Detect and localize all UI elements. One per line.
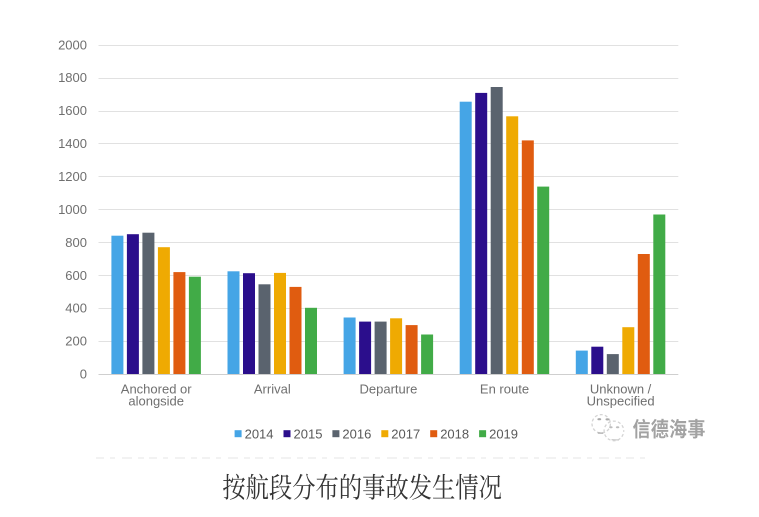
svg-text:1200: 1200 — [58, 169, 87, 184]
svg-text:2018: 2018 — [440, 426, 469, 441]
svg-text:2019: 2019 — [489, 426, 518, 441]
svg-text:1400: 1400 — [58, 136, 87, 151]
svg-text:Unspecified: Unspecified — [587, 394, 655, 409]
svg-text:200: 200 — [65, 334, 87, 349]
svg-text:2000: 2000 — [58, 37, 87, 52]
svg-text:2015: 2015 — [294, 426, 323, 441]
svg-text:Unknown /: Unknown / — [590, 382, 652, 397]
svg-text:1800: 1800 — [58, 70, 87, 85]
svg-text:1000: 1000 — [58, 202, 87, 217]
svg-text:Departure: Departure — [359, 382, 417, 397]
svg-text:600: 600 — [65, 268, 87, 283]
svg-text:0: 0 — [80, 367, 87, 382]
svg-text:800: 800 — [65, 235, 87, 250]
svg-text:1600: 1600 — [58, 103, 87, 118]
svg-text:Anchored or: Anchored or — [121, 382, 192, 397]
svg-text:400: 400 — [65, 301, 87, 316]
svg-text:alongside: alongside — [128, 394, 184, 409]
svg-text:2016: 2016 — [342, 426, 371, 441]
svg-text:Arrival: Arrival — [254, 382, 291, 397]
svg-text:En route: En route — [480, 382, 529, 397]
svg-text:2017: 2017 — [391, 426, 420, 441]
svg-text:2014: 2014 — [245, 426, 274, 441]
